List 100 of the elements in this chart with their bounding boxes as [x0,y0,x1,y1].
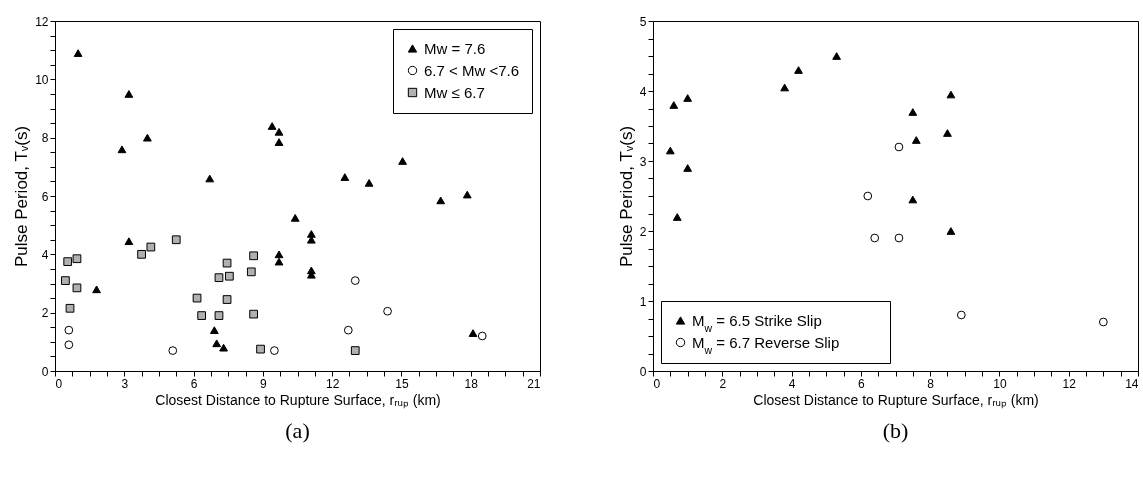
point [64,340,74,350]
x-tick-label: 12 [325,376,340,391]
y-tick-label: 5 [639,14,647,29]
legend-label: 6.7 < Mw <7.6 [424,61,520,79]
y-tick-label: 1 [639,294,647,309]
x-tick-label: 2 [719,376,727,391]
y-tick-label: 0 [41,364,49,379]
text: (a) [285,418,310,443]
point [683,164,693,172]
point [669,101,679,109]
point [222,295,232,304]
point [340,173,350,181]
point [197,311,207,320]
y-tick-label: 2 [639,224,647,239]
x-tick-label: 0 [55,376,63,391]
y-tick-label: 8 [41,131,49,146]
x-tick-label: 15 [395,376,409,391]
point [274,138,284,146]
point [383,306,392,316]
point [222,258,232,268]
point [124,237,134,246]
text: (b) [882,418,909,443]
point [65,303,75,313]
x-tick-label: 8 [927,376,935,391]
point [468,329,478,337]
point [943,129,952,137]
point [306,230,316,238]
legend-label: Mw ≤ 6.7 [424,83,485,101]
point [171,235,181,245]
point [832,52,841,60]
y-tick-label: 2 [41,306,49,321]
y-tick-label: 4 [41,247,49,262]
point [143,133,152,142]
point [436,196,446,205]
point [274,127,284,136]
point [946,227,956,235]
point [274,257,284,266]
point [124,90,134,98]
point [894,233,904,243]
point [894,142,904,152]
x-tick-label: 18 [464,376,479,391]
legend-label: Mw = 7.6 [424,39,486,57]
point [267,122,277,130]
point [350,276,360,285]
x-tick-label: 12 [1062,376,1077,391]
x-tick-label: 6 [190,376,198,391]
point [290,214,300,222]
point [780,83,790,92]
x-tick-label: 6 [858,376,866,391]
point [672,213,682,221]
point [117,145,127,154]
point [168,346,178,355]
point [246,267,256,277]
point [274,250,284,259]
point [364,179,374,187]
x-tick-label: 10 [993,376,1007,391]
y-tick-label: 12 [35,14,49,29]
point [61,276,70,285]
point [343,325,353,335]
point [398,157,407,165]
point [214,273,224,283]
x-tick-label: 9 [260,376,268,391]
point [870,233,880,243]
point [72,254,82,264]
y-tick-label: 10 [35,72,49,87]
point [249,309,258,319]
y-tick-label: 4 [639,84,647,99]
x-tick-label: 4 [788,376,796,391]
point [219,343,228,352]
y-tick-label: 6 [41,189,49,204]
point [64,325,74,335]
point [256,344,265,354]
point [665,146,675,155]
x-tick-label: 0 [653,376,661,391]
point [908,108,918,116]
point [911,136,921,144]
x-axis-title: Closest Distance to Rupture Surface, rᵣᵤₚ (km) [155,391,441,409]
point [794,66,803,74]
point [146,242,156,252]
point [683,94,693,102]
point [908,195,918,204]
point [92,285,101,294]
point [225,271,234,281]
y-axis-title: Pulse Period, Tᵥ(s) [616,125,636,268]
point [477,331,487,341]
x-axis-title: Closest Distance to Rupture Surface, rᵣᵤₚ (km) [753,391,1039,409]
point [270,346,279,355]
point [63,257,73,266]
point [946,90,956,99]
y-axis-title: Pulse Period, Tᵥ(s) [12,125,32,268]
point [209,326,219,335]
legend-label: M$_{w}$ = 6.7 Reverse Slip [692,333,840,356]
y-tick-label: 0 [639,364,647,379]
point [462,190,472,199]
point [863,191,873,201]
point [249,251,258,261]
x-tick-label: 14 [1125,376,1139,391]
point [956,310,966,320]
y-tick-label: 3 [639,154,647,169]
point [73,49,83,57]
